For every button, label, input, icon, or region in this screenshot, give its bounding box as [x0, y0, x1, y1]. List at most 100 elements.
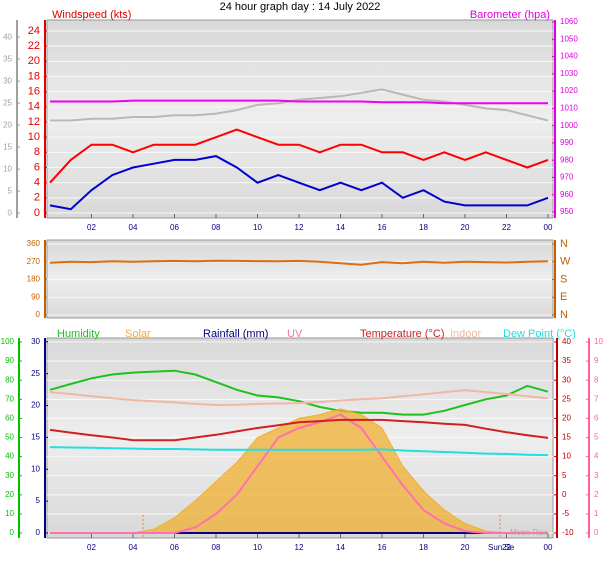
y2-tick-label: 20	[562, 414, 571, 423]
x-tick-label: 14	[336, 543, 345, 552]
y4-tick-label: 0	[594, 528, 599, 537]
x-tick-label: 12	[295, 543, 304, 552]
y-tick-label: 100	[1, 337, 15, 346]
x-tick-label: 10	[253, 543, 262, 552]
y2-tick-label: 5	[562, 471, 567, 480]
legend-entry: Solar	[125, 328, 151, 340]
y-tick-label: 22	[28, 40, 40, 52]
y-tick-label: 16	[28, 86, 40, 98]
y2-tick-label: 10	[562, 452, 571, 461]
chart-title: 24 hour graph day : 14 July 2022	[220, 1, 381, 13]
y3-tick-label: 5	[8, 186, 13, 195]
line	[49, 418, 549, 442]
y-tick-label: 80	[5, 375, 14, 384]
y2-tick-label: S	[560, 273, 567, 285]
y-tick-label: 360	[27, 239, 41, 248]
y2-tick-label: 1020	[560, 86, 578, 95]
y-tick-label: 2	[34, 192, 40, 204]
line	[50, 413, 548, 534]
y2-tick-label: -10	[562, 528, 574, 537]
y-tick-label: 24	[28, 25, 40, 37]
y-tick-label: 6	[34, 161, 40, 173]
y4-tick-label: 8	[594, 375, 599, 384]
x-tick-label: 00	[544, 543, 553, 552]
y4-tick-label: 9	[594, 356, 599, 365]
y-tick-label: 60	[5, 414, 14, 423]
y-tick-label: 12	[28, 116, 40, 128]
line	[49, 128, 549, 184]
x-tick-label: 20	[461, 223, 470, 232]
y2-tick-label: -5	[562, 509, 570, 518]
annotation: Sun Se	[488, 543, 515, 552]
y3-tick-label: 40	[3, 32, 12, 41]
x-tick-label: 08	[212, 223, 221, 232]
y4-tick-label: 10	[594, 337, 603, 346]
y2-tick-label: 1040	[560, 52, 578, 61]
y2-tick-label: 1030	[560, 69, 578, 78]
y3-tick-label: 25	[3, 98, 12, 107]
y2-tick-label: 1000	[560, 121, 578, 130]
x-tick-label: 20	[461, 543, 470, 552]
y-tick-label: 20	[5, 490, 14, 499]
x-tick-label: 08	[212, 543, 221, 552]
y3-tick-label: 10	[31, 464, 40, 473]
y3-tick-label: 30	[31, 337, 40, 346]
y2-tick-label: 1050	[560, 34, 578, 43]
y-tick-label: 0	[36, 310, 41, 319]
x-tick-label: 02	[87, 223, 96, 232]
y3-tick-label: 10	[3, 164, 12, 173]
legend-entry: Humidity	[57, 328, 100, 340]
line	[49, 389, 549, 407]
x-tick-label: 04	[129, 543, 138, 552]
y4-tick-label: 4	[594, 452, 599, 461]
y3-tick-label: 20	[3, 120, 12, 129]
x-tick-label: 18	[419, 543, 428, 552]
legend-entry: Rainfall (mm)	[203, 328, 268, 340]
y-tick-label: 10	[5, 509, 14, 518]
y3-tick-label: 15	[31, 433, 40, 442]
y4-tick-label: 5	[594, 433, 599, 442]
y4-tick-label: 6	[594, 414, 599, 423]
x-tick-label: 22	[502, 223, 511, 232]
y3-tick-label: 35	[3, 54, 12, 63]
y2-tick-label: E	[560, 291, 567, 303]
annotation: Moon Rise	[510, 528, 549, 537]
line	[49, 446, 549, 457]
x-tick-label: 06	[170, 223, 179, 232]
line	[49, 259, 549, 266]
y2-tick-label: 35	[562, 356, 571, 365]
y-tick-label: 90	[31, 292, 40, 301]
x-tick-label: 16	[378, 543, 387, 552]
y2-tick-label: 960	[560, 190, 574, 199]
y2-axis-label: Barometer (hpa)	[470, 9, 550, 21]
y2-tick-label: 990	[560, 138, 574, 147]
legend-entry: Indoor	[450, 328, 482, 340]
y2-tick-label: N	[560, 238, 568, 250]
y2-tick-label: 15	[562, 433, 571, 442]
y2-tick-label: 25	[562, 394, 571, 403]
y2-tick-label: 30	[562, 375, 571, 384]
y-tick-label: 30	[5, 471, 14, 480]
y3-tick-label: 5	[36, 496, 41, 505]
legend-entry: Temperature (°C)	[360, 328, 444, 340]
y3-tick-label: 20	[31, 401, 40, 410]
y2-tick-label: 40	[562, 337, 571, 346]
y-tick-label: 90	[5, 356, 14, 365]
y-tick-label: 14	[28, 101, 40, 113]
line	[50, 88, 549, 122]
x-tick-label: 02	[87, 543, 96, 552]
y2-tick-label: 0	[562, 490, 567, 499]
x-tick-label: 16	[378, 223, 387, 232]
legend-entry: Dew Point (°C)	[503, 328, 576, 340]
y2-tick-label: 970	[560, 173, 574, 182]
y2-tick-label: 950	[560, 207, 574, 216]
line	[50, 99, 548, 105]
plot-area	[46, 19, 554, 219]
y2-tick-label: 1060	[560, 17, 578, 26]
x-tick-label: 12	[295, 223, 304, 232]
x-tick-label: 06	[170, 543, 179, 552]
y-tick-label: 18	[28, 70, 40, 82]
y-tick-label: 70	[5, 394, 14, 403]
y2-tick-label: N	[560, 309, 568, 321]
y-tick-label: 4	[34, 177, 40, 189]
